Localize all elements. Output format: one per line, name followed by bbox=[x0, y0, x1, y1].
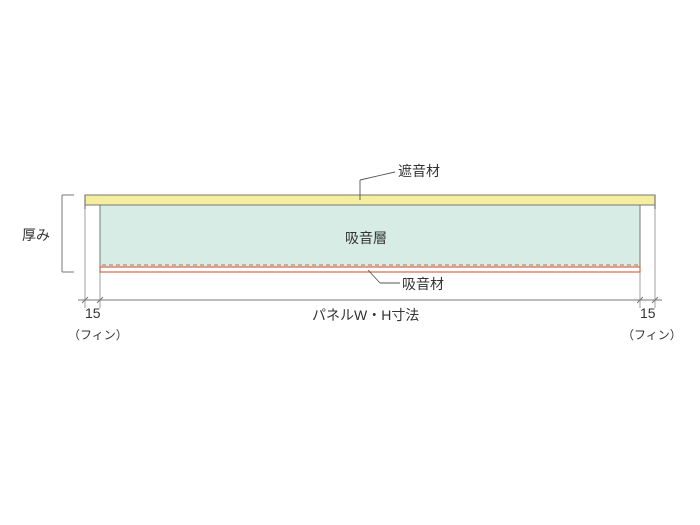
label-thickness: 厚み bbox=[22, 225, 50, 245]
absorption-material-band bbox=[100, 267, 640, 272]
label-absorption-material: 吸音材 bbox=[402, 274, 444, 294]
leader-top-2 bbox=[360, 172, 395, 180]
label-fifteen-left: 15 bbox=[85, 305, 101, 321]
label-panel-dim: パネルW・H寸法 bbox=[312, 305, 419, 325]
label-fifteen-right: 15 bbox=[640, 305, 656, 321]
label-sound-insulation: 遮音材 bbox=[398, 161, 440, 181]
diagram-stage: 遮音材 吸音層 吸音材 厚み パネルW・H寸法 15 15 （フィン） （フィン… bbox=[0, 0, 700, 525]
top-layer bbox=[85, 195, 655, 205]
label-absorption-layer: 吸音層 bbox=[345, 228, 387, 248]
label-fin-left: （フィン） bbox=[68, 326, 128, 343]
diagram-svg bbox=[0, 0, 700, 525]
label-fin-right: （フィン） bbox=[622, 326, 682, 343]
